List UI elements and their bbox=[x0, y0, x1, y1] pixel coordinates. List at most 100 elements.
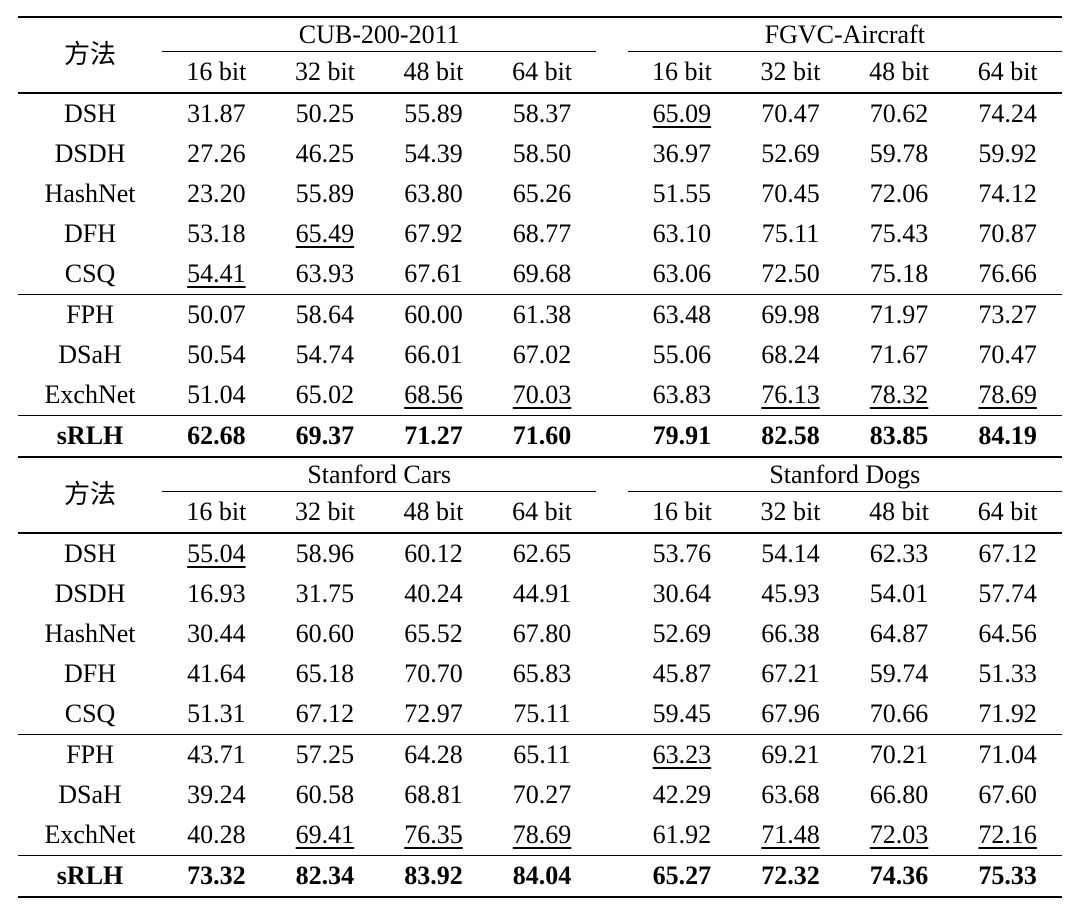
cell-value: 63.83 bbox=[628, 375, 737, 416]
method-name: sRLH bbox=[18, 855, 163, 897]
value-text: 69.68 bbox=[512, 259, 572, 289]
value-text: 70.45 bbox=[761, 179, 820, 209]
value-text: 82.58 bbox=[761, 421, 820, 451]
value-text: 65.83 bbox=[512, 659, 572, 689]
bit-header: 48 bit bbox=[379, 51, 488, 94]
value-text: 67.96 bbox=[761, 699, 820, 729]
column-gap bbox=[596, 614, 627, 654]
value-text: 41.64 bbox=[187, 659, 246, 689]
method-name: DSH bbox=[64, 539, 117, 569]
cell-value: 55.89 bbox=[379, 93, 488, 134]
value-text: 55.04 bbox=[187, 539, 246, 569]
table-row: HashNet 23.20 55.89 63.80 65.26 51.55 70.45 72.… bbox=[18, 174, 1062, 214]
cell-value: 83.92 bbox=[379, 855, 488, 897]
value-text: 63.93 bbox=[295, 259, 355, 289]
cell-value: 51.31 bbox=[162, 694, 271, 735]
value-text: 73.27 bbox=[978, 300, 1037, 330]
bit-header: 48 bit bbox=[844, 491, 954, 534]
table-row: sRLH 62.68 69.37 71.27 71.60 79.91 82.58 83.85 8… bbox=[18, 415, 1062, 456]
value-text: 54.14 bbox=[761, 539, 820, 569]
cell-value: 67.96 bbox=[736, 694, 845, 735]
value-text: 53.76 bbox=[652, 539, 712, 569]
value-text: 46.25 bbox=[295, 139, 355, 169]
value-text: 65.27 bbox=[652, 861, 712, 891]
cell-value: 66.01 bbox=[379, 335, 488, 375]
value-text: 65.09 bbox=[652, 99, 712, 129]
value-text: 59.78 bbox=[869, 139, 929, 169]
cell-value: 52.69 bbox=[736, 134, 845, 174]
cell-value: 23.20 bbox=[162, 174, 271, 214]
table-row: FPH 50.07 58.64 60.00 61.38 63.48 69.98 71.97 73… bbox=[18, 294, 1062, 335]
cell-value: 59.92 bbox=[953, 134, 1062, 174]
value-text: 52.69 bbox=[652, 619, 712, 649]
cell-value: 52.69 bbox=[628, 614, 737, 654]
value-text: 78.32 bbox=[869, 380, 929, 410]
cell-value: 53.76 bbox=[628, 533, 737, 574]
value-text: 65.11 bbox=[513, 740, 571, 770]
value-text: 63.48 bbox=[652, 300, 712, 330]
value-text: 73.32 bbox=[187, 861, 246, 891]
cell-value: 63.80 bbox=[379, 174, 488, 214]
cell-value: 61.38 bbox=[487, 294, 597, 335]
value-text: 31.87 bbox=[187, 99, 246, 129]
bit-header: 32 bit bbox=[736, 51, 845, 94]
results-table-top: 方法 CUB-200-2011 FGVC-Aircraft 16 bit 32 … bbox=[18, 16, 1062, 456]
method-name: CSQ bbox=[64, 259, 116, 289]
value-text: 61.38 bbox=[512, 300, 572, 330]
cell-value: 68.56 bbox=[379, 375, 488, 416]
value-text: 75.11 bbox=[761, 219, 820, 249]
cell-value: 45.87 bbox=[628, 654, 737, 694]
cell-value: 54.14 bbox=[736, 533, 845, 574]
method-name: DSDH bbox=[54, 579, 126, 609]
cell-value: 70.70 bbox=[379, 654, 488, 694]
cell-value: 65.49 bbox=[271, 214, 380, 254]
value-text: 70.21 bbox=[869, 740, 929, 770]
bit-header: 32 bit bbox=[736, 491, 845, 534]
table-header: 方法 CUB-200-2011 FGVC-Aircraft 16 bit 32 … bbox=[18, 17, 1062, 94]
cell-value: 60.12 bbox=[379, 533, 488, 574]
table-body: DSH 55.04 58.96 60.12 62.65 53.76 54.14 62.33 67… bbox=[18, 533, 1062, 897]
cell-value: 57.25 bbox=[270, 734, 380, 775]
value-text: 74.12 bbox=[978, 179, 1037, 209]
cell-value: 67.60 bbox=[953, 775, 1062, 815]
value-text: 44.91 bbox=[512, 579, 572, 609]
cell-value: 70.21 bbox=[844, 734, 954, 775]
bit-header: 64 bit bbox=[953, 491, 1062, 534]
column-gap bbox=[596, 775, 627, 815]
value-text: 84.19 bbox=[978, 421, 1037, 451]
column-gap bbox=[596, 375, 627, 416]
cell-value: 69.68 bbox=[488, 254, 597, 295]
method-name: sRLH bbox=[18, 415, 163, 456]
cell-value: 74.24 bbox=[953, 93, 1062, 134]
value-text: 71.48 bbox=[761, 820, 820, 850]
cell-value: 58.64 bbox=[270, 294, 380, 335]
cell-value: 40.24 bbox=[379, 574, 488, 614]
cell-value: 60.58 bbox=[271, 775, 380, 815]
cell-value: 67.92 bbox=[379, 214, 488, 254]
cell-value: 72.06 bbox=[845, 174, 954, 214]
value-text: 72.50 bbox=[761, 259, 820, 289]
cell-value: 45.93 bbox=[736, 574, 845, 614]
cell-value: 71.60 bbox=[487, 415, 597, 456]
value-text: 62.65 bbox=[512, 539, 572, 569]
value-text: 45.93 bbox=[761, 579, 820, 609]
cell-value: 70.66 bbox=[845, 694, 954, 735]
bit-header: 48 bit bbox=[379, 491, 488, 534]
table-row: HashNet 30.44 60.60 65.52 67.80 52.69 66.38 64.… bbox=[18, 614, 1062, 654]
value-text: 59.92 bbox=[978, 139, 1037, 169]
cell-value: 27.26 bbox=[162, 134, 271, 174]
cell-value: 68.77 bbox=[488, 214, 597, 254]
value-text: 69.41 bbox=[295, 820, 355, 850]
column-gap bbox=[596, 174, 627, 214]
cell-value: 60.00 bbox=[379, 294, 488, 335]
dataset-group-header: CUB-200-2011 bbox=[162, 17, 597, 52]
value-text: 61.92 bbox=[652, 820, 712, 850]
method-name: HashNet bbox=[44, 179, 136, 209]
table-row: DSDH 16.93 31.75 40.24 44.91 30.64 45.93 54.01 5… bbox=[18, 574, 1062, 614]
value-text: 27.26 bbox=[187, 139, 246, 169]
cell-value: 74.12 bbox=[953, 174, 1062, 214]
cell-value: 71.92 bbox=[953, 694, 1062, 735]
value-text: 71.92 bbox=[978, 699, 1037, 729]
value-text: 67.92 bbox=[404, 219, 463, 249]
